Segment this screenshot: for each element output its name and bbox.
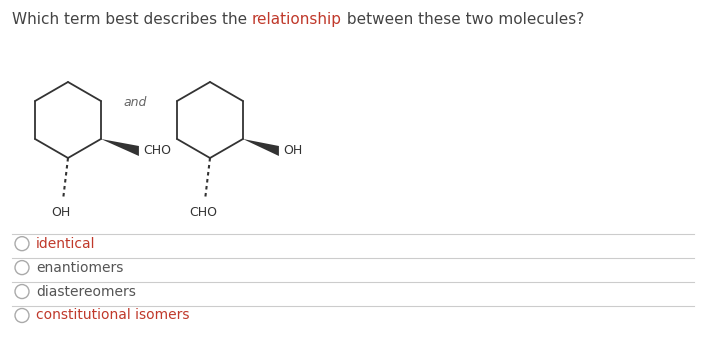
Text: Which term best describes the: Which term best describes the [12, 12, 252, 27]
Text: diastereomers: diastereomers [36, 285, 136, 299]
Text: CHO: CHO [189, 206, 217, 219]
Text: relationship: relationship [252, 12, 342, 27]
Text: enantiomers: enantiomers [36, 261, 124, 275]
Text: and: and [124, 95, 147, 108]
Polygon shape [101, 139, 139, 156]
Text: CHO: CHO [143, 144, 171, 157]
Text: OH: OH [283, 144, 302, 157]
Text: constitutional isomers: constitutional isomers [36, 308, 190, 323]
Polygon shape [243, 139, 279, 156]
Text: OH: OH [51, 206, 71, 219]
Text: between these two molecules?: between these two molecules? [342, 12, 584, 27]
Text: identical: identical [36, 237, 95, 251]
